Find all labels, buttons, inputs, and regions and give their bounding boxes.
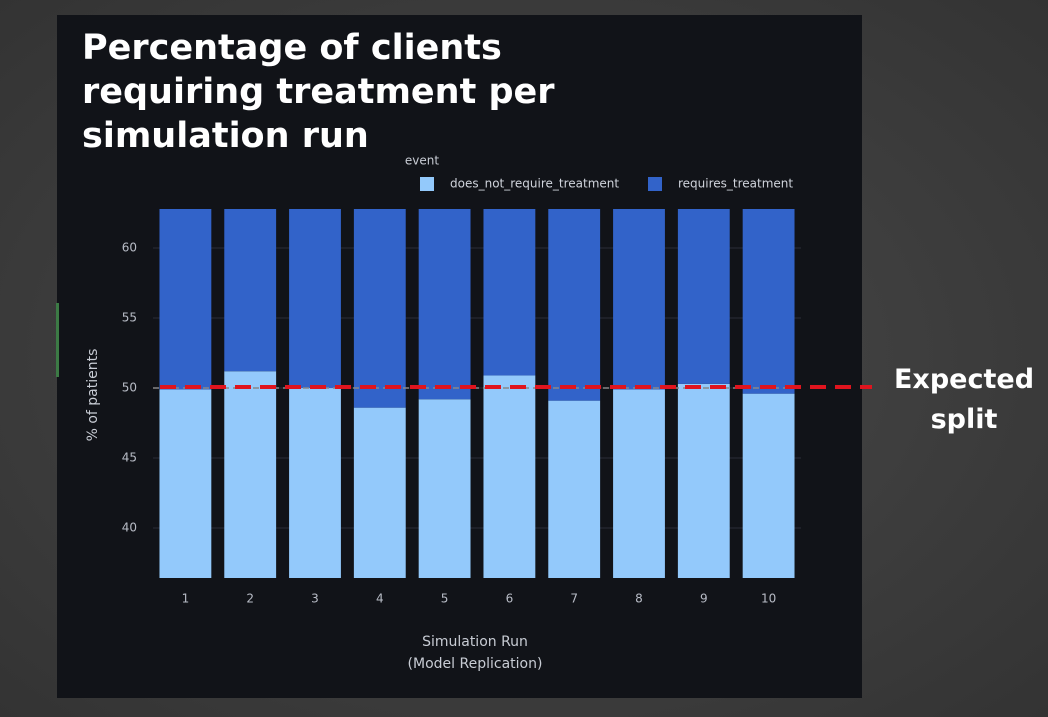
decoration	[56, 303, 59, 377]
x-axis-title: Simulation Run	[422, 634, 528, 650]
legend-swatch	[648, 177, 662, 191]
x-tick-label: 2	[246, 592, 254, 606]
bar-segment	[418, 209, 471, 400]
legend-label: requires_treatment	[678, 177, 793, 191]
bar-segment	[224, 371, 277, 578]
x-axis-title: (Model Replication)	[408, 656, 543, 672]
y-tick-label: 45	[122, 451, 137, 465]
x-tick-label: 8	[635, 592, 643, 606]
plot-area	[159, 209, 795, 578]
bar-segment	[677, 383, 730, 578]
bar-segment	[548, 209, 601, 401]
x-tick-label: 4	[376, 592, 384, 606]
y-tick-label: 60	[122, 241, 137, 255]
legend-title: event	[405, 154, 439, 168]
bar-segment	[353, 407, 406, 578]
y-tick-label: 50	[122, 381, 137, 395]
y-tick-label: 40	[122, 521, 137, 535]
x-tick-label: 6	[506, 592, 514, 606]
bar-segment	[742, 209, 795, 394]
legend-label: does_not_require_treatment	[450, 177, 619, 191]
x-tick-label: 5	[441, 592, 449, 606]
bar-segment	[613, 389, 665, 578]
legend-swatch	[420, 177, 434, 191]
x-tick-label: 10	[761, 592, 776, 606]
bar-segment	[613, 209, 665, 390]
y-tick-label: 55	[122, 311, 137, 325]
x-tick-label: 7	[570, 592, 578, 606]
bar-segment	[548, 400, 601, 578]
bar-segment	[289, 209, 341, 389]
reference-label: Expected split	[893, 364, 1035, 435]
bar-segment	[483, 375, 536, 578]
x-tick-label: 1	[182, 592, 190, 606]
bar-segment	[289, 388, 341, 578]
y-axis-title: % of patients	[85, 349, 101, 442]
x-tick-label: 3	[311, 592, 319, 606]
chart-title: Percentage of clients requiring treatmen…	[82, 28, 555, 156]
bar-segment	[742, 393, 795, 578]
bar-segment	[677, 209, 730, 384]
bar-segment	[159, 389, 212, 578]
bar-segment	[353, 209, 406, 408]
x-tick-label: 9	[700, 592, 708, 606]
bar-segment	[418, 399, 471, 578]
bar-segment	[224, 209, 277, 372]
bar-segment	[159, 209, 212, 390]
bar-segment	[483, 209, 536, 376]
